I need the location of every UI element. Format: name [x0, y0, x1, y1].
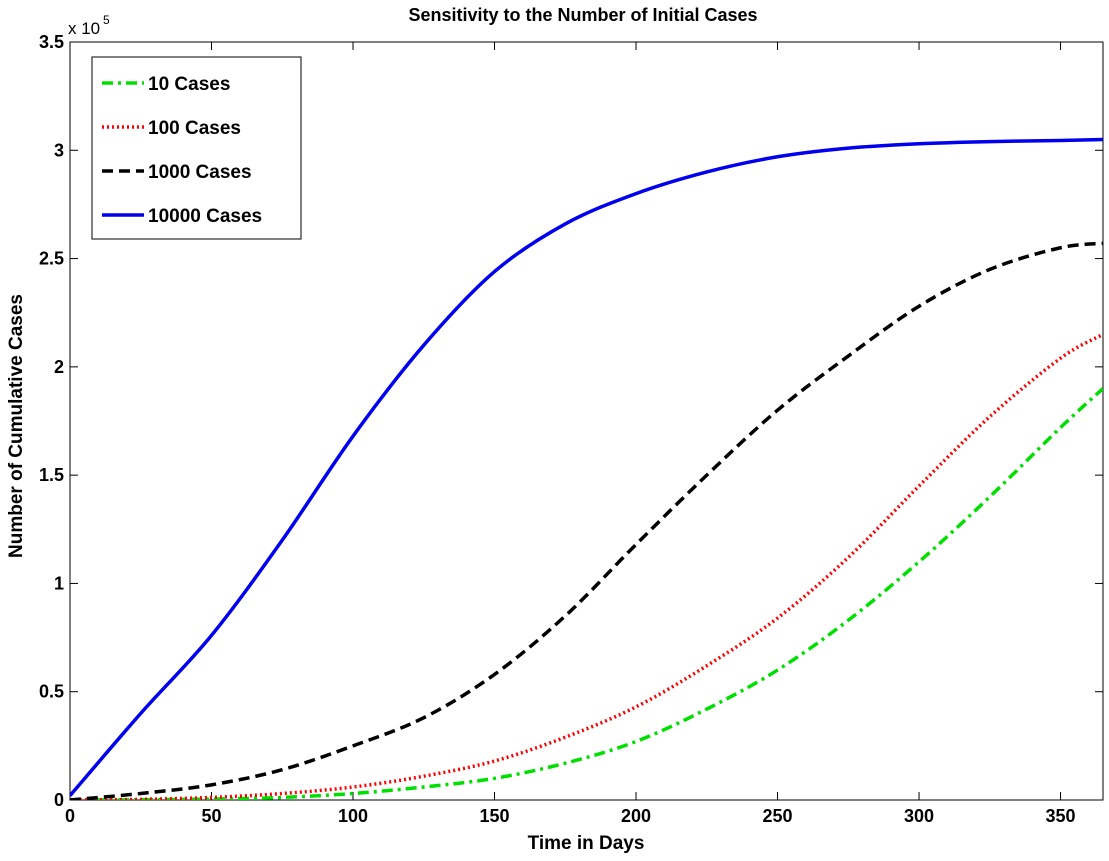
y-tick-label: 2 — [54, 357, 64, 377]
series-line-100-cases — [70, 332, 1103, 800]
x-tick-label: 100 — [338, 806, 368, 826]
x-axis-label: Time in Days — [528, 833, 645, 854]
x-tick-label: 350 — [1046, 806, 1076, 826]
x-tick-label: 250 — [763, 806, 793, 826]
legend-label: 100 Cases — [148, 118, 241, 139]
x-tick-label: 0 — [65, 806, 75, 826]
y-tick-label: 0.5 — [39, 682, 64, 702]
plot-area: 0 50 100 150 200 250 300 350 0 0.5 1 1.5 2 2.5 3 3.5 10 … — [39, 32, 1104, 826]
legend-label: 10 Cases — [148, 74, 230, 95]
legend-label: 10000 Cases — [148, 206, 262, 227]
legend-label: 1000 Cases — [148, 162, 252, 183]
series-line-1000-cases — [70, 241, 1103, 800]
y-tick-label: 3.5 — [39, 32, 64, 52]
x-tick-label: 150 — [479, 806, 509, 826]
x-tick-label: 50 — [201, 806, 221, 826]
y-axis-label: Number of Cumulative Cases — [6, 294, 27, 558]
legend-box — [91, 56, 302, 240]
x-tick-label: 200 — [621, 806, 651, 826]
x-tick-label: 300 — [904, 806, 934, 826]
series-line-10-cases — [70, 387, 1103, 800]
y-tick-label: 2.5 — [39, 249, 64, 269]
y-tick-label: 1 — [54, 573, 64, 593]
y-tick-label: 1.5 — [39, 465, 64, 485]
y-multiplier-base: x 10 — [68, 19, 100, 38]
chart-title: Sensitivity to the Number of Initial Cas… — [408, 5, 757, 25]
series-line-10000-cases — [70, 137, 1103, 797]
y-tick-label: 0 — [54, 790, 64, 810]
y-tick-label: 3 — [54, 140, 64, 160]
y-multiplier-exponent: 5 — [103, 13, 110, 27]
axes-box — [69, 41, 1104, 801]
